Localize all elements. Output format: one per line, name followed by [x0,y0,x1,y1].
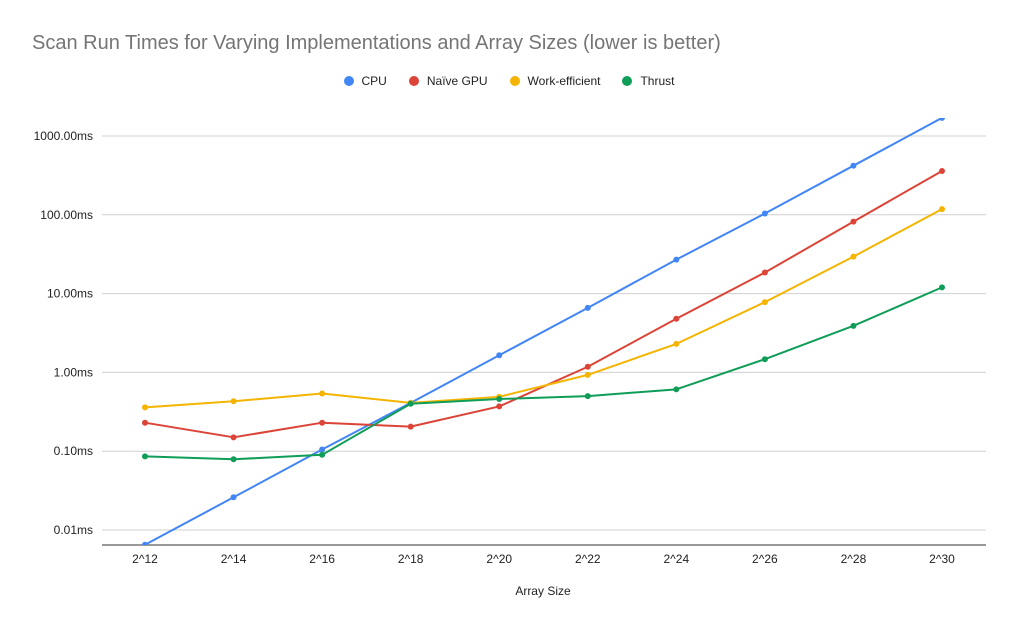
series-line-thrust [144,286,943,461]
legend-item-thrust: Thrust [622,74,674,88]
data-point-cpu [673,256,680,263]
y-tick-label: 1000.00ms [34,129,93,143]
data-point-cpu [496,352,503,359]
series-line-work-efficient [144,208,943,409]
x-tick-label: 2^20 [486,552,512,566]
data-point-work-efficient [939,206,945,213]
x-tick-label: 2^26 [752,552,778,566]
data-point-cpu [939,118,945,121]
legend-label-cpu: CPU [361,74,387,88]
data-point-naive-gpu [584,363,591,370]
legend-label-naive-gpu: Naïve GPU [426,74,488,88]
data-point-cpu [584,304,591,311]
x-tick-label: 2^14 [221,552,247,566]
legend-label-thrust: Thrust [640,74,675,88]
data-point-thrust [850,322,857,329]
y-axis-ticks: 0.01ms 0.10ms 1.00ms 10.00ms 100.00ms 1000.00… [34,129,93,537]
data-point-work-efficient [761,299,768,306]
data-point-cpu [850,162,857,169]
legend-marker-naive-gpu [408,76,419,86]
data-point-naive-gpu [761,269,768,276]
legend-marker-thrust [622,76,633,86]
data-point-thrust [319,451,326,458]
x-tick-label: 2^30 [929,552,955,566]
data-point-thrust [673,386,680,393]
data-point-naive-gpu [319,419,326,426]
data-point-naive-gpu [407,423,414,430]
data-point-work-efficient [319,390,326,397]
data-point-naive-gpu [496,403,503,410]
data-point-cpu [319,446,326,453]
data-point-thrust [761,356,768,363]
data-point-naive-gpu [142,419,148,426]
y-tick-label: 100.00ms [40,208,93,222]
data-point-naive-gpu [850,218,857,225]
legend-item-naive-gpu: Naïve GPU [408,74,488,88]
x-tick-label: 2^28 [841,552,867,566]
y-tick-label: 1.00ms [54,365,93,379]
data-point-thrust [939,284,945,291]
data-point-thrust [407,400,414,407]
data-point-cpu [230,494,237,501]
y-tick-label: 10.00ms [47,287,93,301]
x-tick-label: 2^16 [309,552,335,566]
legend-marker-cpu [343,76,354,86]
grid-lines [102,135,986,546]
data-point-work-efficient [142,404,148,411]
series-line-cpu [144,118,943,545]
data-point-thrust [496,395,503,402]
legend: CPU Naïve GPU Work-efficient Thrust [0,74,1018,88]
data-point-thrust [142,453,148,460]
data-point-work-efficient [673,340,680,347]
x-tick-label: 2^24 [664,552,690,566]
x-tick-label: 2^22 [575,552,601,566]
x-tick-label: 2^18 [398,552,424,566]
chart-title: Scan Run Times for Varying Implementatio… [32,32,721,54]
y-tick-label: 0.10ms [54,444,93,458]
legend-marker-work-efficient [509,76,520,86]
data-point-thrust [584,393,591,400]
data-point-work-efficient [584,371,591,378]
legend-item-cpu: CPU [343,74,387,88]
data-point-cpu [142,541,148,545]
x-axis-ticks: 2^12 2^14 2^16 2^18 2^20 2^22 2^24 2^26 2^28 2^30 [132,552,955,566]
data-point-thrust [230,456,237,463]
y-tick-label: 0.01ms [54,523,93,537]
legend-label-work-efficient: Work-efficient [527,74,601,88]
legend-item-work-efficient: Work-efficient [509,74,601,88]
data-point-naive-gpu [230,434,237,441]
data-point-work-efficient [230,398,237,405]
series-lines [142,118,945,545]
data-point-naive-gpu [673,315,680,322]
data-point-cpu [761,210,768,217]
x-tick-label: 2^12 [132,552,158,566]
x-axis-title: Array Size [515,584,571,598]
data-point-work-efficient [850,253,857,260]
data-point-naive-gpu [939,167,945,174]
